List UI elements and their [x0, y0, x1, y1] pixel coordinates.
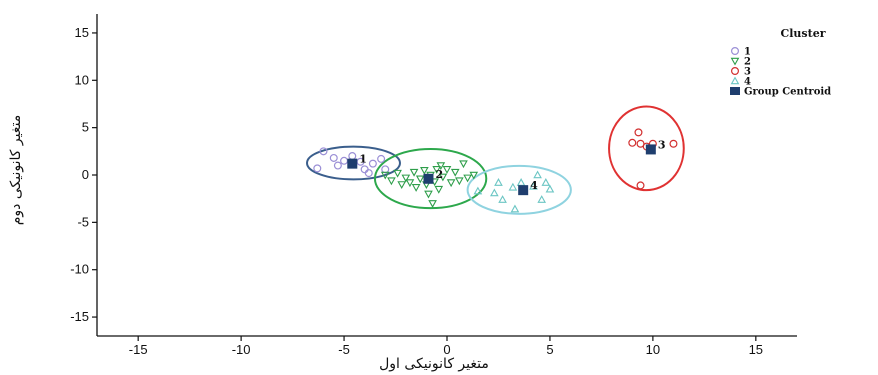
cluster-1-point: [377, 154, 386, 163]
centroid-3-label: 3: [658, 138, 666, 151]
legend-label: Group Centroid: [744, 87, 831, 98]
cluster-2-point: [428, 200, 437, 208]
x-tick-label: -15: [129, 342, 148, 357]
x-tick-label: 5: [546, 342, 553, 357]
y-tick-label: 0: [82, 167, 89, 182]
cluster-4-point: [498, 195, 507, 203]
cluster-2-point: [459, 160, 468, 169]
cluster-2-point: [442, 166, 452, 174]
x-tick-label: -5: [338, 342, 350, 357]
cluster-2-point: [387, 177, 396, 186]
cluster-2-point: [432, 166, 442, 174]
cluster-2-point: [420, 166, 429, 175]
centroid-2-label: 2: [435, 168, 443, 181]
x-tick-label: 0: [443, 342, 450, 357]
cluster-4-point: [508, 182, 518, 191]
centroid-4-marker: [518, 185, 529, 196]
cluster-2-point: [397, 181, 407, 190]
cluster-3-point: [628, 138, 637, 147]
cluster-2-point: [405, 179, 415, 188]
centroid-2-marker: [423, 173, 434, 184]
cluster-2-point: [393, 169, 402, 178]
cluster-3-point: [669, 139, 678, 148]
legend-marker-4: [730, 76, 740, 85]
cluster-4-point: [533, 170, 542, 179]
centroid-4-label: 4: [530, 179, 538, 192]
cluster-2-point: [415, 175, 425, 184]
y-tick-label: -15: [70, 309, 89, 324]
x-tick-label: -10: [232, 342, 251, 357]
centroid-3-marker: [645, 144, 656, 155]
cluster-4-point: [473, 186, 483, 195]
cluster-4-point: [545, 184, 555, 193]
x-tick-label: 10: [646, 342, 660, 357]
cluster-2-point: [434, 185, 444, 194]
data-points: [313, 128, 678, 213]
legend-marker-2: [730, 57, 740, 66]
x-tick-label: 15: [749, 342, 763, 357]
legend-label: 3: [744, 67, 751, 78]
cluster-2-point: [469, 171, 479, 180]
centroid-1-label: 1: [359, 153, 367, 166]
legend-marker-1: [730, 46, 739, 55]
y-tick-label: 5: [82, 120, 89, 135]
cluster-2-point: [380, 171, 390, 180]
legend-marker-3: [730, 66, 739, 75]
cluster-1-point: [364, 169, 373, 178]
cluster-1-point: [313, 164, 322, 173]
legend-title: Cluster: [781, 27, 826, 40]
x-axis-title: متغیر کانونیکی اول: [379, 356, 489, 372]
cluster-4-point: [490, 188, 499, 197]
cluster-4-ellipse: [466, 164, 572, 215]
cluster-1-point: [340, 156, 349, 165]
y-tick-label: 15: [75, 25, 89, 40]
cluster-2-point: [438, 173, 448, 182]
cluster-1-point: [329, 153, 338, 162]
cluster-3-ellipse: [608, 105, 685, 192]
y-tick-label: -10: [70, 262, 89, 277]
cluster-2-point: [436, 162, 446, 171]
legend-label: 1: [744, 47, 751, 58]
cluster-1-point: [319, 147, 328, 156]
cluster-4-point: [537, 195, 547, 203]
cluster-4-point: [510, 204, 520, 213]
cluster-1-point: [360, 165, 369, 174]
cluster-3-point: [634, 128, 643, 137]
y-axis-title: متغیر کانونیکی دوم: [8, 115, 24, 226]
cluster-2-point: [446, 179, 456, 188]
cluster-2-point: [401, 174, 411, 183]
cluster-2-point: [409, 168, 419, 177]
legend-marker-centroid: [730, 87, 740, 95]
x-axis-ticks: -15 -10 -5 0 5 10 15: [129, 336, 763, 357]
cluster-4-point: [494, 178, 503, 186]
cluster-ellipses: [306, 105, 685, 215]
cluster-2-point: [411, 184, 421, 192]
cluster-4-point: [516, 178, 526, 186]
legend-label: 4: [744, 77, 751, 88]
y-tick-label: -5: [77, 214, 89, 229]
cluster-2-point: [450, 168, 460, 177]
cluster-1-point: [348, 152, 357, 161]
cluster-1-point: [368, 159, 377, 168]
group-centroids: 1 2 3 4: [347, 138, 666, 196]
cluster-2-ellipse: [373, 147, 488, 210]
cluster-2-point: [424, 190, 433, 199]
y-tick-label: 10: [75, 72, 89, 87]
cluster-1-ellipse: [306, 145, 401, 181]
cluster-1-point: [381, 165, 390, 174]
cluster-4-point: [541, 178, 551, 186]
cluster-3-point: [636, 181, 645, 190]
cluster-2-point: [463, 174, 472, 183]
cluster-4-point: [529, 181, 538, 190]
cluster-2-point: [455, 177, 464, 186]
y-axis-ticks: -15 -10 -5 0 5 10 15: [70, 25, 97, 324]
legend-label: 2: [744, 57, 751, 68]
cluster-1-point: [333, 161, 342, 170]
centroid-1-marker: [347, 158, 358, 169]
